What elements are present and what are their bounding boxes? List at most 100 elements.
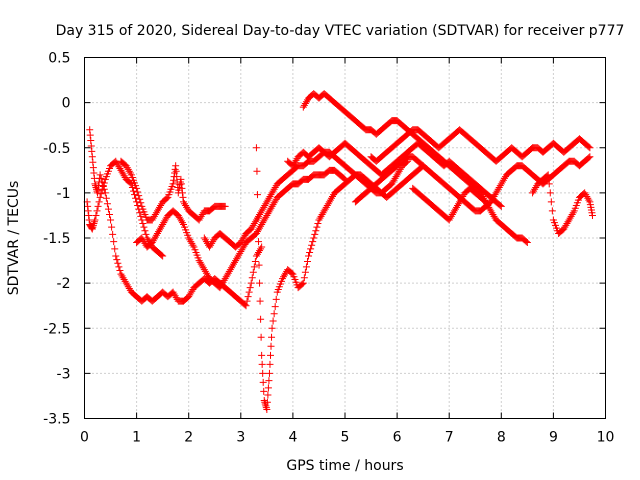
data-point bbox=[234, 253, 242, 261]
data-point bbox=[265, 377, 273, 385]
data-point bbox=[123, 281, 131, 289]
data-point bbox=[222, 273, 230, 281]
data-point bbox=[256, 211, 264, 219]
data-point bbox=[253, 167, 261, 175]
data-point bbox=[84, 202, 92, 210]
data-point bbox=[252, 252, 260, 260]
data-point bbox=[85, 211, 93, 219]
y-tick-label: -2.5 bbox=[43, 321, 70, 337]
data-point bbox=[264, 391, 272, 399]
data-point bbox=[253, 228, 261, 236]
data-point bbox=[253, 191, 261, 199]
data-point bbox=[240, 242, 248, 250]
data-point bbox=[196, 214, 204, 222]
data-point bbox=[140, 238, 148, 246]
data-point bbox=[267, 204, 275, 212]
x-tick-label: 4 bbox=[288, 430, 297, 446]
data-point bbox=[395, 167, 403, 175]
y-tick-labels: 0.5 0 -0.5 -1 -1.5 -2 -2.5 -3 -3.5 bbox=[43, 51, 70, 428]
data-point bbox=[258, 243, 266, 251]
data-point bbox=[391, 174, 399, 182]
data-point bbox=[306, 248, 314, 256]
data-point bbox=[93, 207, 101, 215]
data-point bbox=[582, 191, 590, 199]
data-point bbox=[263, 405, 271, 413]
data-point bbox=[389, 178, 397, 186]
series-track-2 bbox=[86, 126, 266, 310]
data-point bbox=[197, 212, 205, 220]
x-axis-label: GPS time / hours bbox=[286, 458, 403, 474]
data-point bbox=[564, 218, 572, 226]
data-point bbox=[178, 219, 186, 227]
data-point bbox=[178, 184, 186, 192]
data-point bbox=[116, 266, 124, 274]
data-point bbox=[151, 233, 159, 241]
data-point bbox=[159, 220, 167, 228]
data-point bbox=[117, 166, 125, 174]
data-point bbox=[565, 216, 573, 224]
data-point bbox=[256, 279, 264, 287]
data-point bbox=[265, 194, 273, 202]
data-point bbox=[299, 103, 307, 111]
data-point bbox=[251, 218, 259, 226]
data-point bbox=[257, 245, 265, 253]
data-point bbox=[498, 178, 506, 186]
data-point bbox=[268, 324, 276, 332]
data-point bbox=[128, 183, 136, 191]
data-point bbox=[110, 238, 118, 246]
data-point bbox=[176, 215, 184, 223]
data-point bbox=[141, 227, 149, 235]
data-marks bbox=[83, 90, 596, 413]
data-point bbox=[219, 278, 227, 286]
data-point bbox=[199, 264, 207, 272]
data-point bbox=[136, 209, 144, 217]
data-point bbox=[560, 225, 568, 233]
data-point bbox=[177, 217, 185, 225]
series-track-6 bbox=[252, 144, 427, 413]
data-point bbox=[138, 234, 146, 242]
data-point bbox=[221, 275, 229, 283]
data-point bbox=[120, 276, 128, 284]
data-point bbox=[140, 223, 148, 231]
series-track-3 bbox=[117, 157, 229, 224]
data-point bbox=[153, 229, 161, 237]
x-tick-label: 5 bbox=[341, 430, 350, 446]
data-point bbox=[280, 273, 288, 281]
data-point bbox=[445, 216, 453, 224]
data-point bbox=[271, 197, 279, 205]
data-point bbox=[169, 180, 177, 188]
data-point bbox=[289, 162, 297, 170]
data-point bbox=[248, 274, 256, 282]
data-point bbox=[544, 171, 552, 179]
data-point bbox=[89, 158, 97, 166]
data-point bbox=[545, 180, 553, 188]
data-point bbox=[115, 263, 123, 271]
data-point bbox=[88, 153, 96, 161]
data-point bbox=[256, 297, 264, 305]
data-point bbox=[585, 154, 593, 162]
data-point bbox=[323, 202, 331, 210]
data-point bbox=[264, 210, 272, 218]
data-point bbox=[255, 212, 263, 220]
data-point bbox=[305, 252, 313, 260]
series-track-12 bbox=[529, 171, 596, 237]
data-point bbox=[137, 199, 145, 207]
data-point bbox=[154, 205, 162, 213]
data-point bbox=[316, 214, 324, 222]
data-point bbox=[451, 205, 459, 213]
data-point bbox=[107, 216, 115, 224]
data-point bbox=[119, 170, 127, 178]
x-tick-label: 8 bbox=[497, 430, 506, 446]
data-point bbox=[301, 100, 309, 108]
data-point bbox=[268, 333, 276, 341]
data-point bbox=[203, 271, 211, 279]
data-point bbox=[452, 203, 460, 211]
data-point bbox=[216, 284, 224, 292]
data-point bbox=[250, 263, 258, 271]
data-point bbox=[139, 220, 147, 228]
data-point bbox=[254, 214, 262, 222]
data-point bbox=[207, 241, 215, 249]
data-point bbox=[109, 230, 117, 238]
data-point bbox=[494, 185, 502, 193]
